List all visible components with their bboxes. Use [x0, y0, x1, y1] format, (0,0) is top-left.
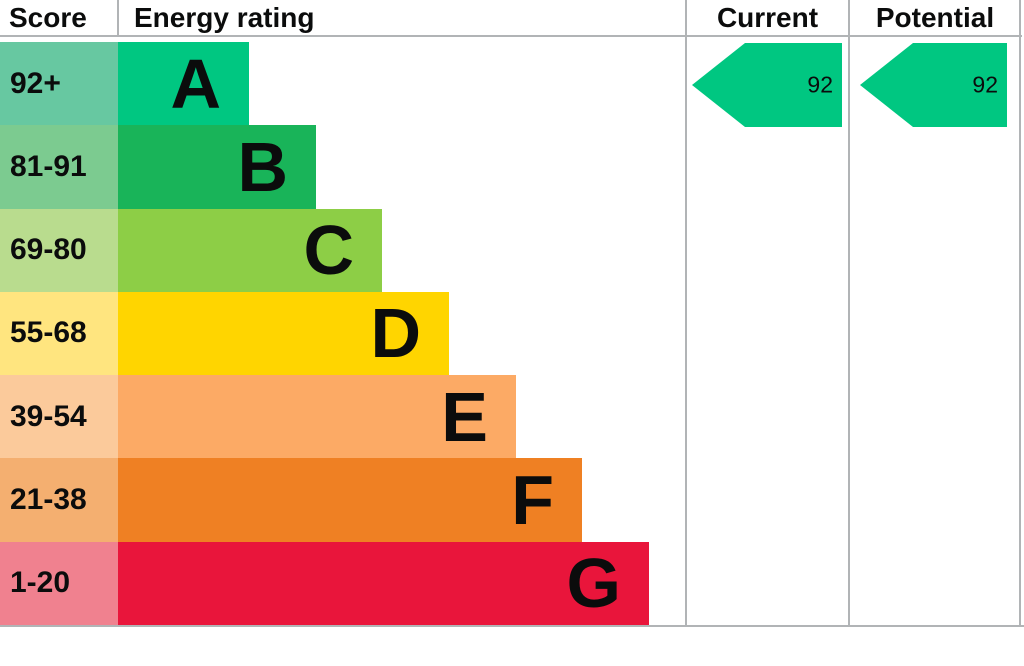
current-potential-column-divider [848, 0, 850, 627]
current-column-header: Current [716, 2, 819, 33]
band-score-cell: 81-91 [0, 125, 118, 209]
band-score-cell: 21-38 [0, 458, 118, 542]
left-arrow-icon [860, 43, 1007, 127]
potential-rating-value: 92 [972, 71, 998, 98]
potential-rating-arrow: 92 [860, 43, 1007, 127]
score-column-header: Score [9, 2, 87, 33]
band-row: 1-20 G [0, 541, 686, 625]
band-rows: 92+ A 81-91 B 69-80 C 55-68 D 39-54 E 21… [0, 42, 686, 625]
energy-current-column-divider [685, 0, 687, 627]
band-row: 69-80 C [0, 208, 686, 292]
band-row: 55-68 D [0, 291, 686, 376]
band-score-cell: 55-68 [0, 291, 118, 376]
current-rating-value: 92 [807, 71, 833, 98]
current-rating-arrow: 92 [692, 43, 842, 127]
band-bar: D [118, 291, 449, 376]
band-row: 21-38 F [0, 458, 686, 542]
band-row: 92+ A [0, 42, 686, 126]
score-energy-header-divider [117, 0, 119, 35]
band-score-cell: 92+ [0, 42, 118, 126]
band-bar: A [118, 42, 249, 126]
chart-bottom-border [0, 625, 1024, 627]
band-score-cell: 39-54 [0, 375, 118, 459]
band-row: 81-91 B [0, 125, 686, 209]
left-arrow-icon [692, 43, 842, 127]
band-bar: C [118, 208, 382, 292]
band-row: 39-54 E [0, 375, 686, 459]
band-bar: G [118, 541, 649, 625]
right-border [1019, 0, 1021, 627]
band-bar: B [118, 125, 316, 209]
band-bar: F [118, 458, 582, 542]
potential-column-header: Potential [875, 2, 995, 33]
band-score-cell: 69-80 [0, 208, 118, 292]
header-bottom-border [0, 35, 1022, 37]
band-bar: E [118, 375, 516, 459]
energy-rating-column-header: Energy rating [134, 2, 315, 33]
band-score-cell: 1-20 [0, 541, 118, 625]
